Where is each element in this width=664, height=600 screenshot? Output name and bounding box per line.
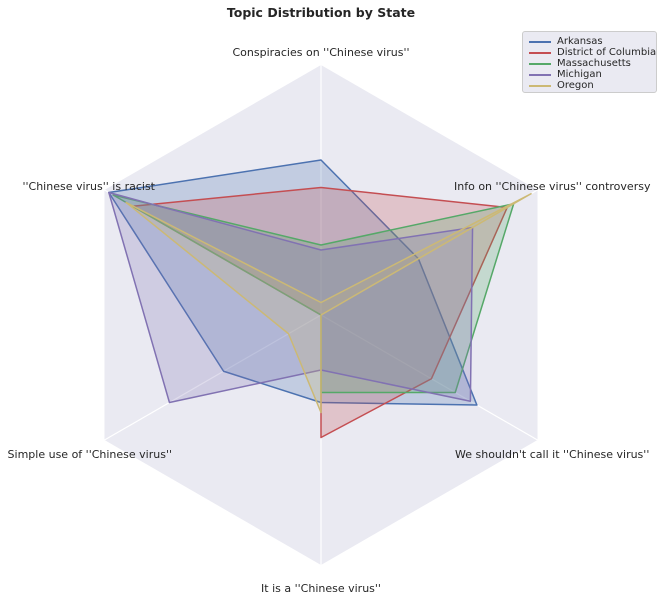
legend-label: District of Columbia bbox=[557, 47, 657, 58]
legend-label: Arkansas bbox=[557, 36, 603, 47]
legend-swatch bbox=[529, 41, 551, 43]
axis-label: Conspiracies on ''Chinese virus'' bbox=[232, 46, 409, 59]
axis-label: We shouldn't call it ''Chinese virus'' bbox=[455, 448, 649, 461]
legend-label: Oregon bbox=[557, 80, 594, 91]
legend-label: Massachusetts bbox=[557, 58, 631, 69]
radar-spoke bbox=[320, 314, 538, 441]
axis-label: Simple use of ''Chinese virus'' bbox=[8, 448, 172, 461]
legend-label: Michigan bbox=[557, 69, 602, 80]
axis-label: Info on ''Chinese virus'' controversy bbox=[454, 180, 651, 193]
chart-title: Topic Distribution by State bbox=[227, 5, 415, 20]
axis-label: It is a ''Chinese virus'' bbox=[261, 582, 381, 595]
legend-swatch bbox=[529, 74, 551, 76]
legend-swatch bbox=[529, 52, 551, 54]
radar-spoke bbox=[104, 314, 322, 441]
legend-swatch bbox=[529, 63, 551, 65]
axis-label: ''Chinese virus'' is racist bbox=[22, 180, 155, 193]
series-polygon-oregon bbox=[125, 193, 532, 414]
legend: Arkansas District of Columbia Massachusett… bbox=[522, 31, 657, 93]
legend-swatch bbox=[529, 85, 551, 87]
